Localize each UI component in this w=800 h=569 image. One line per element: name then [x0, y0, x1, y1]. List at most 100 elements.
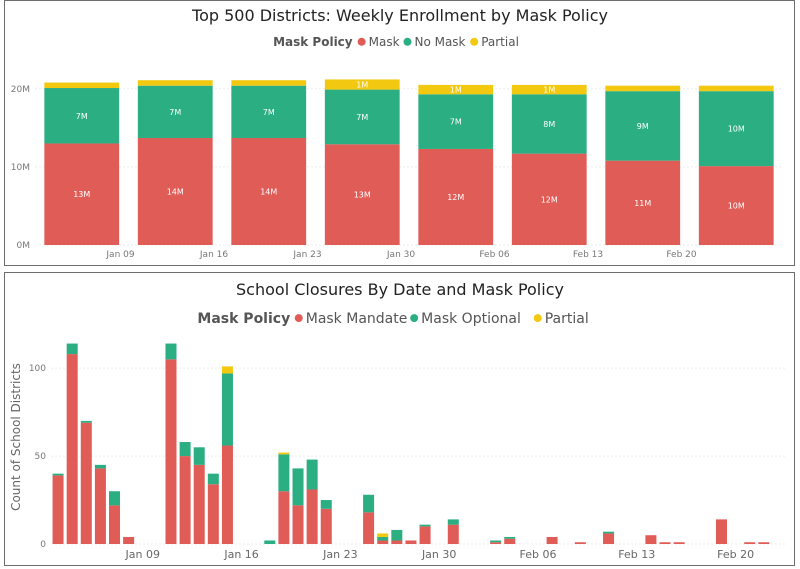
bar-mask[interactable] — [418, 148, 494, 245]
bar-no-mask[interactable] — [418, 94, 494, 149]
bar-partial[interactable] — [698, 85, 774, 92]
legend-item-2[interactable]: Partial — [481, 35, 519, 49]
bar-mask-mandate[interactable] — [306, 489, 318, 544]
bar-partial[interactable] — [605, 85, 681, 92]
bar-partial[interactable] — [324, 79, 400, 90]
bar-mask-mandate[interactable] — [165, 359, 177, 544]
legend-item-2[interactable]: Partial — [545, 311, 589, 327]
bar-mask[interactable] — [511, 153, 587, 245]
legend-item-1[interactable]: No Mask — [414, 35, 465, 49]
bar-mask-optional[interactable] — [306, 459, 318, 490]
bar-partial[interactable] — [231, 80, 307, 86]
bar-mask-mandate[interactable] — [659, 542, 671, 544]
bar-mask[interactable] — [324, 144, 400, 245]
bar-mask-mandate[interactable] — [363, 512, 375, 544]
bar-no-mask[interactable] — [324, 89, 400, 145]
bar-mask-mandate[interactable] — [715, 519, 727, 544]
data-label: 12M — [447, 193, 464, 202]
bar-partial[interactable] — [377, 533, 389, 537]
bar-mask-optional[interactable] — [193, 447, 205, 465]
bar-mask-mandate[interactable] — [109, 505, 121, 544]
bar-mask-mandate[interactable] — [447, 524, 459, 544]
bar-no-mask[interactable] — [137, 85, 213, 139]
bar-mask-mandate[interactable] — [758, 542, 770, 544]
legend-item-0[interactable]: Mask — [369, 35, 400, 49]
bar-no-mask[interactable] — [511, 94, 587, 154]
bar-mask-mandate[interactable] — [207, 484, 219, 544]
bar-mask-optional[interactable] — [52, 473, 64, 476]
bar-mask-mandate[interactable] — [221, 445, 233, 544]
bar-mask-optional[interactable] — [109, 491, 121, 506]
bar-mask[interactable] — [698, 166, 774, 245]
bar-partial[interactable] — [44, 82, 120, 89]
bar-mask-mandate[interactable] — [546, 536, 558, 544]
bar-mask-optional[interactable] — [278, 454, 290, 492]
bar-mask[interactable] — [605, 160, 681, 245]
bar-mask-mandate[interactable] — [377, 540, 389, 544]
bar-mask-mandate[interactable] — [52, 475, 64, 544]
bar-mask-optional[interactable] — [292, 468, 304, 506]
data-label: 1M — [356, 81, 368, 90]
bar-partial[interactable] — [418, 84, 494, 95]
bar-mask-optional[interactable] — [447, 519, 459, 525]
bar-mask-optional[interactable] — [207, 473, 219, 485]
bar-mask-optional[interactable] — [377, 536, 389, 541]
bar-mask-optional[interactable] — [80, 420, 92, 423]
bar-mask-mandate[interactable] — [80, 422, 92, 544]
bar-mask-mandate[interactable] — [179, 456, 191, 544]
bar-mask-mandate[interactable] — [603, 533, 615, 544]
bar-mask-optional[interactable] — [165, 343, 177, 360]
bar-mask-mandate[interactable] — [673, 542, 685, 544]
bar-partial[interactable] — [278, 452, 290, 455]
x-tick-label: Feb 13 — [573, 250, 603, 260]
bar-mask-mandate[interactable] — [292, 505, 304, 544]
bar-mask-optional[interactable] — [603, 531, 615, 534]
x-tick-label: Feb 06 — [519, 548, 556, 561]
bar-mask-optional[interactable] — [320, 500, 332, 509]
bar-mask-optional[interactable] — [419, 524, 431, 527]
bar-mask-optional[interactable] — [363, 494, 375, 513]
legend: Mask Policy Mask No Mask Partial — [273, 35, 519, 49]
bar-partial[interactable] — [137, 80, 213, 86]
bar-mask[interactable] — [137, 138, 213, 245]
bar-mask-mandate[interactable] — [405, 540, 417, 544]
bar-mask-mandate[interactable] — [278, 491, 290, 544]
bar-mask-optional[interactable] — [490, 540, 502, 543]
bar-mask-mandate[interactable] — [94, 468, 106, 544]
legend-item-0[interactable]: Mask Mandate — [306, 311, 408, 327]
bar-mask[interactable] — [231, 138, 307, 245]
y-tick-label: 50 — [35, 452, 47, 462]
bar-mask-mandate[interactable] — [490, 542, 502, 544]
bar-mask-optional[interactable] — [504, 536, 516, 539]
data-label: 7M — [356, 113, 368, 122]
bar-mask-mandate[interactable] — [574, 542, 586, 544]
bar-mask-mandate[interactable] — [419, 526, 431, 544]
bar-mask-optional[interactable] — [221, 373, 233, 446]
bar-mask-optional[interactable] — [264, 540, 276, 544]
bar-no-mask[interactable] — [605, 91, 681, 161]
data-label: 14M — [260, 188, 277, 197]
bar-no-mask[interactable] — [231, 85, 307, 139]
bar-partial[interactable] — [221, 366, 233, 374]
bar-mask-optional[interactable] — [391, 529, 403, 541]
bar-no-mask[interactable] — [44, 88, 120, 144]
legend-marker-0 — [294, 314, 303, 323]
bar-mask-mandate[interactable] — [193, 464, 205, 544]
bar-no-mask[interactable] — [698, 91, 774, 167]
bar-mask-optional[interactable] — [179, 442, 191, 457]
bar-mask-mandate[interactable] — [391, 540, 403, 544]
bar-mask-optional[interactable] — [66, 343, 78, 355]
bar-mask-mandate[interactable] — [66, 354, 78, 544]
x-tick-label: Feb 20 — [666, 250, 697, 260]
x-tick-label: Jan 09 — [125, 548, 160, 561]
bar-mask-mandate[interactable] — [744, 542, 756, 544]
chart-title: Top 500 Districts: Weekly Enrollment by … — [191, 6, 608, 25]
bar-mask-optional[interactable] — [94, 464, 106, 469]
bar-mask-mandate[interactable] — [645, 535, 657, 544]
bar-mask-mandate[interactable] — [320, 508, 332, 544]
bar-partial[interactable] — [511, 84, 587, 95]
bar-mask[interactable] — [44, 143, 120, 245]
bar-mask-mandate[interactable] — [123, 536, 135, 544]
legend-item-1[interactable]: Mask Optional — [421, 311, 521, 327]
bar-mask-mandate[interactable] — [504, 538, 516, 544]
